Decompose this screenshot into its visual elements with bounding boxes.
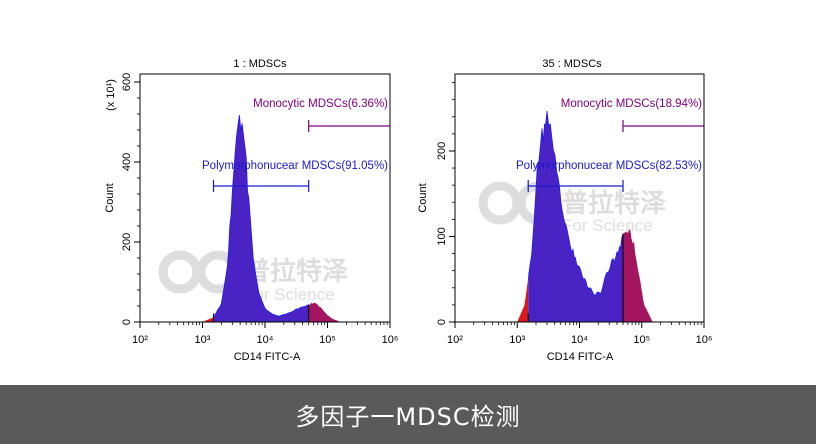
watermark-brand: 普拉特泽	[244, 256, 348, 286]
gate-label: Polymorphonucear MDSCs(82.53%)	[516, 160, 702, 172]
histogram-area	[517, 110, 653, 322]
y-tick-label: 400	[121, 153, 133, 171]
x-tick-label: 10²	[447, 334, 463, 346]
flow-cytometry-figure: 普拉特泽 For Science 普拉特泽 For Science 1 : MD…	[104, 58, 712, 363]
histogram-plot-2: 35 : MDSCs Monocytic MDSCs(18.94%) Polymo…	[417, 58, 712, 363]
histogram-plot-1: 1 : MDSCs Monocytic MDSCs(6.36%) Polymorp…	[104, 58, 398, 363]
histogram-region-polymorphonuclear	[528, 111, 624, 322]
x-tick-label: 10²	[132, 334, 148, 346]
histogram-outline	[213, 115, 309, 322]
watermark-logo-icon	[158, 250, 240, 294]
gate-label: Polymorphonucear MDSCs(91.05%)	[202, 160, 388, 172]
y-tick-label: 600	[121, 73, 133, 91]
y-axis-label: Count	[417, 183, 429, 212]
histogram-region-low	[202, 317, 214, 322]
gate-monocytic: Monocytic MDSCs(18.94%)	[561, 98, 704, 132]
x-tick-label: 10⁶	[696, 334, 713, 346]
gate-polymorphonuclear: Polymorphonucear MDSCs(82.53%)	[516, 160, 702, 192]
gate-markers: Monocytic MDSCs(6.36%) Polymorphonucear M…	[202, 98, 390, 192]
gate-monocytic: Monocytic MDSCs(6.36%)	[253, 98, 390, 132]
gate-label: Monocytic MDSCs(6.36%)	[253, 98, 388, 110]
y-tick-label: 100	[436, 227, 448, 245]
y-tick-label: 0	[436, 319, 448, 325]
axes: 10² 10³ 10⁴ 10⁵ 10⁶ 0 200 400 600	[121, 73, 398, 346]
x-axis-label: CD14 FITC-A	[547, 351, 614, 363]
histogram-region-monocytic	[308, 302, 341, 322]
y-tick-label: 200	[436, 142, 448, 160]
histogram-region-polymorphonuclear	[213, 115, 309, 322]
x-tick-label: 10⁵	[633, 334, 650, 346]
gate-polymorphonuclear: Polymorphonucear MDSCs(91.05%)	[202, 160, 388, 192]
chart-title: 35 : MDSCs	[542, 58, 602, 70]
gate-markers: Monocytic MDSCs(18.94%) Polymorphonucear …	[516, 98, 704, 192]
caption-bar: 多因子一MDSC检测	[0, 385, 816, 444]
histogram-region-monocytic	[623, 228, 653, 322]
histogram-area	[202, 115, 341, 322]
y-tick-label: 200	[121, 233, 133, 251]
x-tick-label: 10⁴	[257, 334, 274, 346]
gate-label: Monocytic MDSCs(18.94%)	[561, 98, 702, 110]
watermark-tagline: For Science	[562, 216, 653, 235]
watermark-tagline: For Science	[244, 285, 335, 304]
x-tick-label: 10³	[509, 334, 525, 346]
x-tick-label: 10⁴	[571, 334, 588, 346]
histogram-region-low	[517, 278, 529, 322]
watermark-brand: 普拉特泽	[562, 188, 666, 218]
axes: 10² 10³ 10⁴ 10⁵ 10⁶ 0 100 200	[436, 73, 713, 346]
x-axis-label: CD14 FITC-A	[234, 351, 301, 363]
watermark-logo-right: 普拉特泽 For Science	[478, 181, 666, 235]
chart-title: 1 : MDSCs	[233, 58, 287, 70]
caption-text: 多因子一MDSC检测	[295, 403, 521, 431]
histogram-outline	[528, 110, 624, 322]
y-tick-label: 0	[121, 319, 133, 325]
y-multiplier-label: (x 10¹)	[105, 79, 117, 111]
y-axis-label: Count	[104, 183, 116, 212]
watermark-logo-left: 普拉特泽 For Science	[158, 250, 348, 304]
x-tick-label: 10⁶	[382, 334, 399, 346]
x-tick-label: 10³	[195, 334, 211, 346]
x-tick-label: 10⁵	[319, 334, 336, 346]
